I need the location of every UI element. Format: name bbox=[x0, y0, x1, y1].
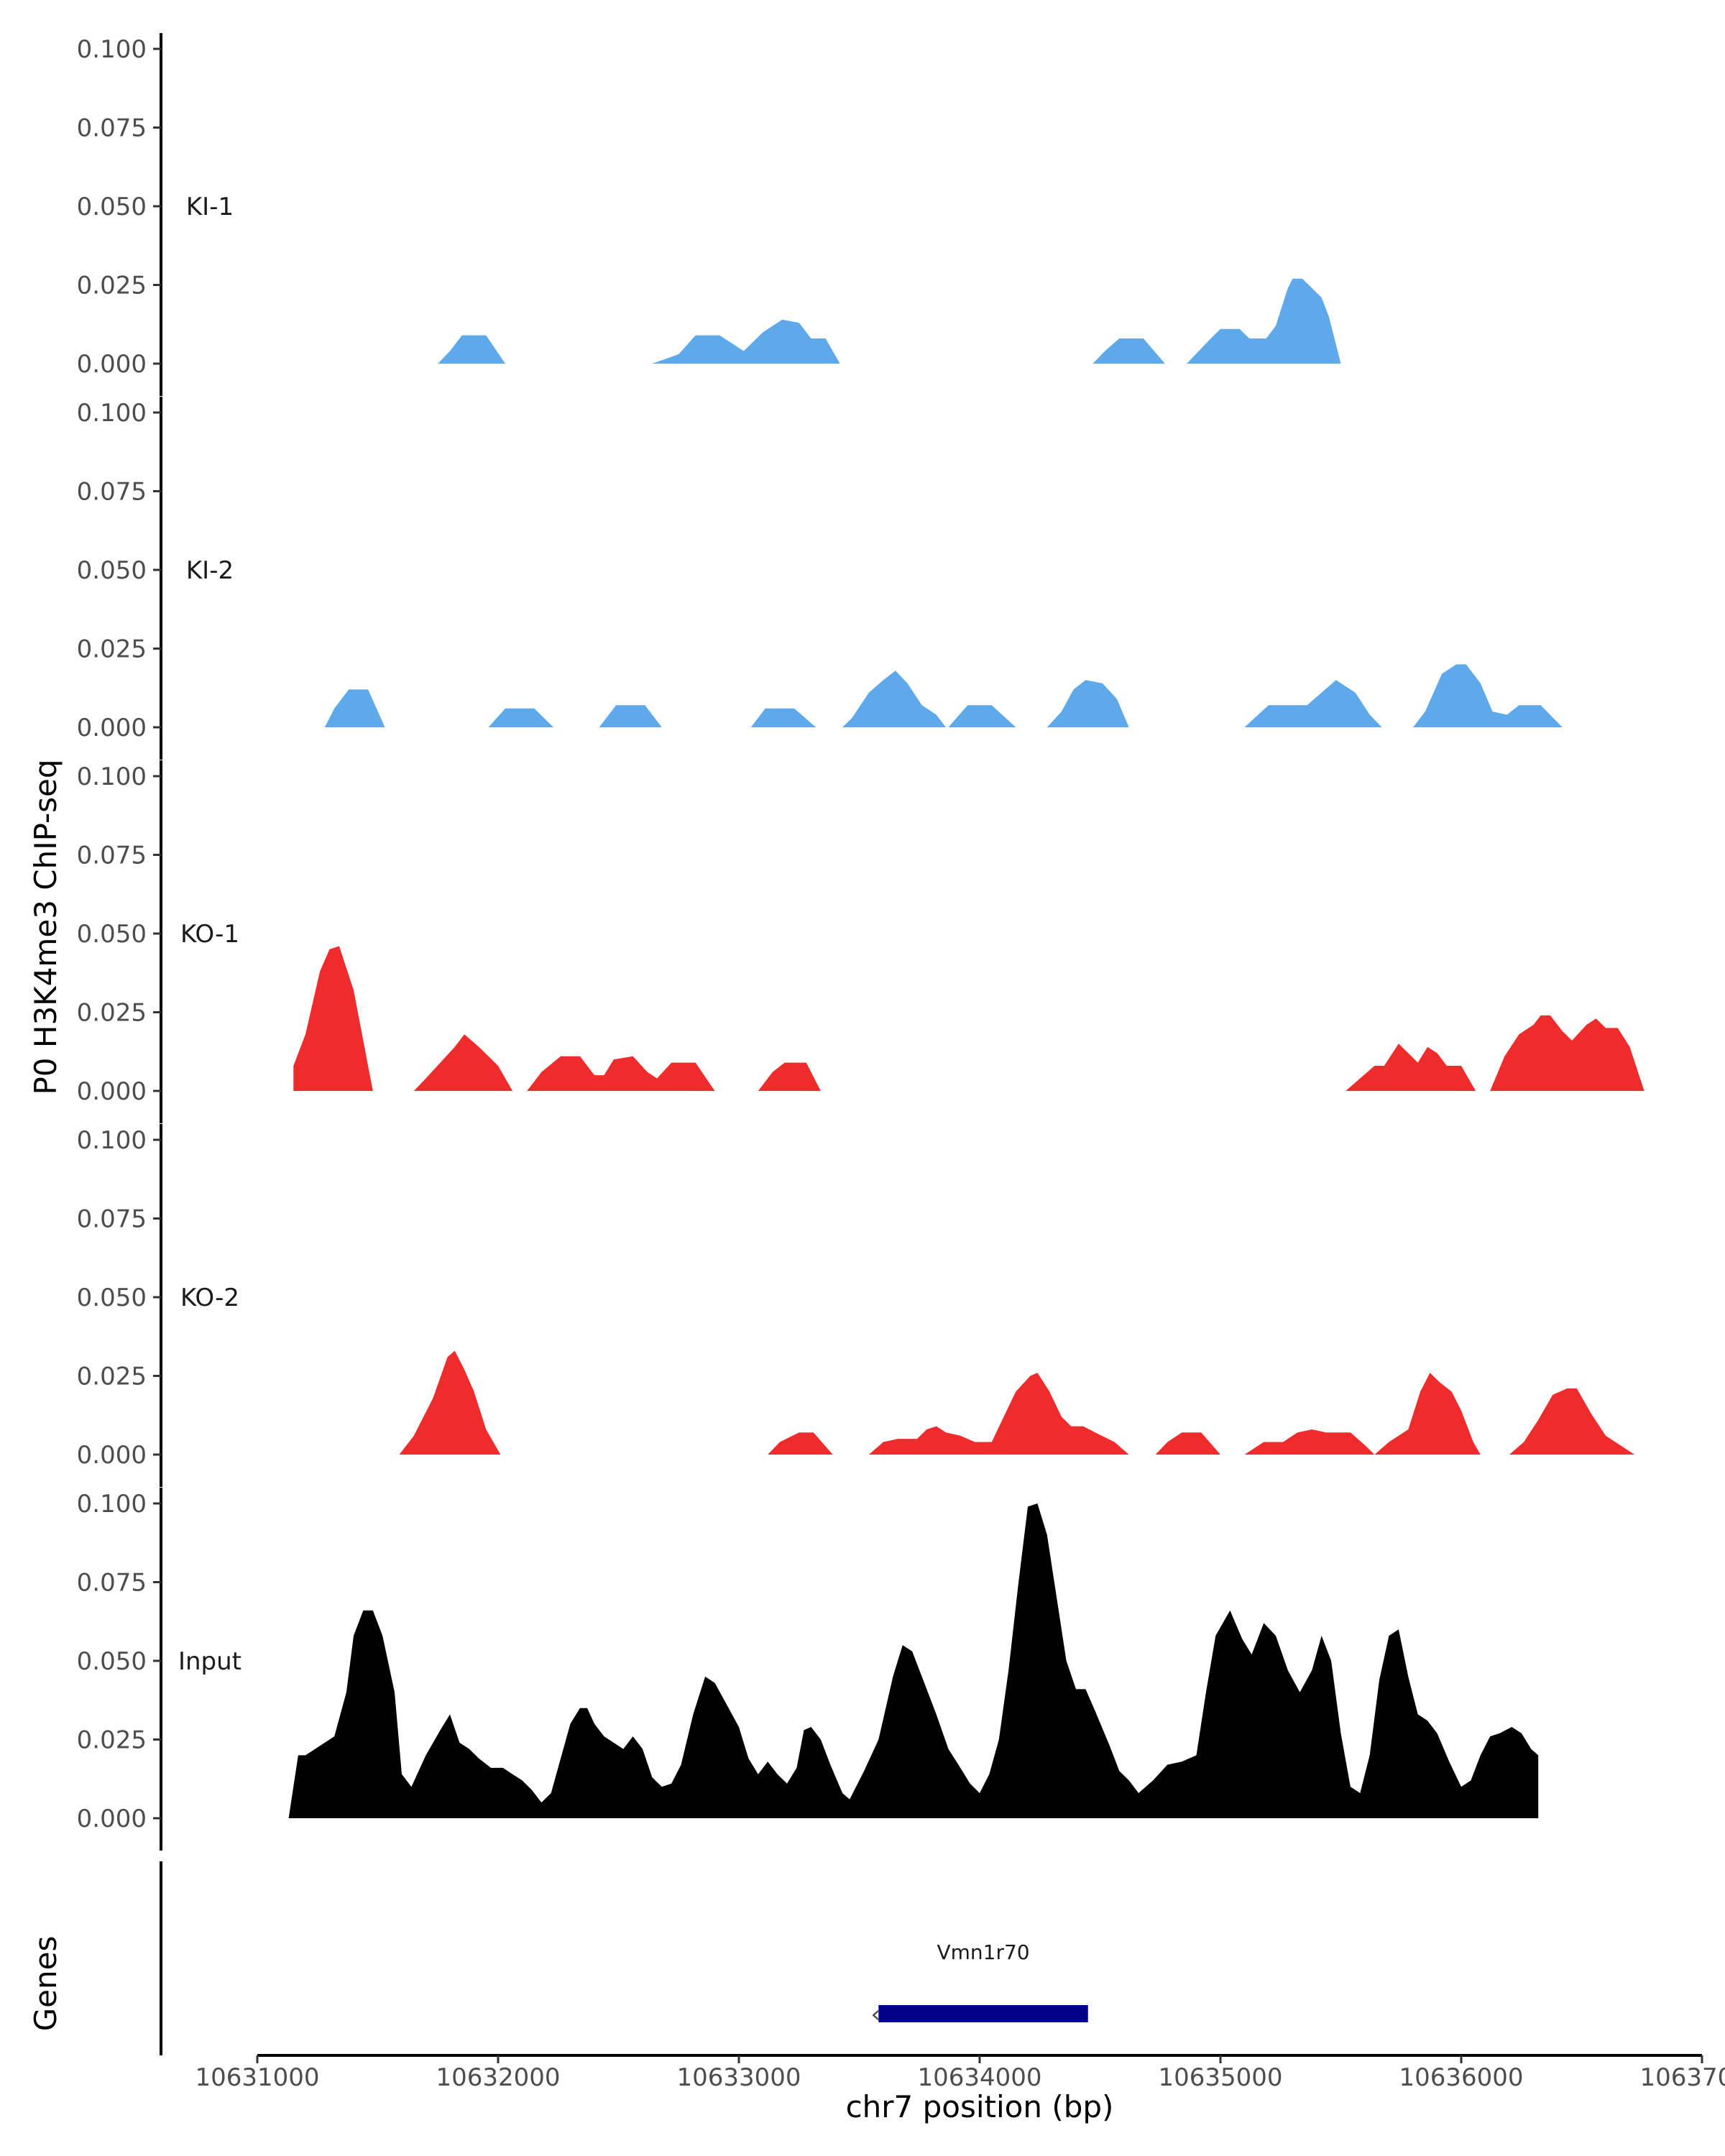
x-tick-label: 10634000 bbox=[917, 2063, 1041, 2092]
signal-area-ko-2 bbox=[768, 1432, 833, 1455]
signal-area-ki-2 bbox=[1244, 680, 1382, 727]
y-tick-label-ki-2: 0.025 bbox=[77, 635, 147, 664]
signal-area-ko-2 bbox=[1155, 1432, 1220, 1455]
signal-area-ki-1 bbox=[652, 319, 840, 364]
y-tick-label-ko-2: 0.000 bbox=[77, 1441, 147, 1470]
y-tick-label-ko-1: 0.100 bbox=[77, 763, 147, 791]
signal-area-ki-2 bbox=[1046, 680, 1129, 727]
signal-area-ko-2 bbox=[1509, 1388, 1635, 1455]
gene-label: Vmn1r70 bbox=[937, 1940, 1029, 1964]
y-tick-label-ki-1: 0.075 bbox=[77, 114, 147, 143]
y-axis-title-group: P0 H3K4me3 ChIP-seq bbox=[28, 759, 63, 1095]
y-tick-label-ki-2: 0.075 bbox=[77, 478, 147, 507]
signal-area-input bbox=[288, 1503, 1539, 1818]
track-label-ki-2: KI-2 bbox=[186, 556, 234, 585]
x-tick-label: 10633000 bbox=[676, 2063, 801, 2092]
signal-area-ko-1 bbox=[293, 946, 373, 1091]
track-ko-2: 0.000 0.025 0.050 0.075 0.100 KO-2 bbox=[77, 1124, 1635, 1487]
signal-area-ko-1 bbox=[527, 1056, 715, 1091]
signal-area-ko-2 bbox=[1374, 1373, 1481, 1455]
signal-area-ko-1 bbox=[1346, 1044, 1476, 1091]
y-tick-label-ko-1: 0.000 bbox=[77, 1077, 147, 1106]
y-tick-label-input: 0.000 bbox=[77, 1805, 147, 1833]
y-tick-label-ki-2: 0.000 bbox=[77, 714, 147, 742]
y-tick-label-ko-2: 0.075 bbox=[77, 1205, 147, 1234]
gene-body bbox=[878, 2005, 1088, 2022]
x-tick-label: 10632000 bbox=[436, 2063, 560, 2092]
track-label-ki-1: KI-1 bbox=[186, 193, 234, 221]
x-tick-label: 10635000 bbox=[1158, 2063, 1282, 2092]
signal-area-ko-2 bbox=[868, 1373, 1129, 1455]
y-tick-label-ko-1: 0.075 bbox=[77, 842, 147, 870]
signal-area-ki-2 bbox=[842, 671, 947, 727]
x-axis-ticks: 10631000 10632000 10633000 10634000 10635000… bbox=[195, 2055, 1725, 2092]
track-input: 0.000 0.025 0.050 0.075 0.100 Input bbox=[77, 1488, 1539, 1851]
y-tick-label-ko-2: 0.025 bbox=[77, 1363, 147, 1391]
signal-area-ko-2 bbox=[399, 1350, 501, 1455]
signal-area-ki-1 bbox=[438, 335, 505, 364]
y-tick-label-ki-1: 0.000 bbox=[77, 350, 147, 379]
signal-area-ko-1 bbox=[1490, 1015, 1644, 1091]
y-tick-label-input: 0.075 bbox=[77, 1569, 147, 1598]
y-tick-label-ko-1: 0.050 bbox=[77, 920, 147, 949]
genes-axis-title: Genes bbox=[28, 1936, 63, 2032]
track-label-ko-2: KO-2 bbox=[180, 1284, 239, 1312]
signal-area-ki-2 bbox=[324, 689, 385, 727]
x-axis: 10631000 10632000 10633000 10634000 10635000… bbox=[195, 2054, 1725, 2124]
x-tick-label: 10636000 bbox=[1399, 2063, 1523, 2092]
y-tick-label-ki-1: 0.025 bbox=[77, 272, 147, 300]
y-tick-label-ki-2: 0.050 bbox=[77, 556, 147, 585]
signal-area-ki-2 bbox=[948, 705, 1016, 727]
y-tick-label-ki-2: 0.100 bbox=[77, 399, 147, 428]
strand-arrow-icon: ‹ bbox=[870, 2000, 880, 2029]
x-axis-title: chr7 position (bp) bbox=[846, 2089, 1114, 2124]
y-tick-label-ki-1: 0.050 bbox=[77, 193, 147, 221]
track-label-ko-1: KO-1 bbox=[180, 920, 239, 949]
signal-area-ko-1 bbox=[758, 1062, 821, 1091]
track-ki-2: 0.000 0.025 0.050 0.075 0.100 KI-2 bbox=[77, 397, 1563, 760]
signal-area-ki-2 bbox=[488, 708, 553, 727]
signal-area-ki-2 bbox=[750, 708, 816, 727]
signal-area-ko-1 bbox=[413, 1034, 513, 1091]
y-tick-label-ko-1: 0.025 bbox=[77, 999, 147, 1028]
y-tick-label-ki-1: 0.100 bbox=[77, 35, 147, 64]
signal-area-ki-2 bbox=[1413, 664, 1563, 727]
signal-area-ki-1 bbox=[1187, 278, 1341, 364]
x-tick-label: 10637000 bbox=[1639, 2063, 1725, 2092]
signal-tracks: 0.0000.0250.0500.0750.100KI-10.0000.0250… bbox=[77, 33, 1644, 1851]
track-ko-1: 0.000 0.025 0.050 0.075 0.100 KO-1 bbox=[77, 760, 1644, 1123]
track-label-input: Input bbox=[178, 1647, 242, 1676]
y-tick-label-input: 0.050 bbox=[77, 1647, 147, 1676]
signal-area-ki-2 bbox=[599, 705, 662, 727]
signal-area-ko-2 bbox=[1244, 1429, 1375, 1455]
y-axis-title: P0 H3K4me3 ChIP-seq bbox=[28, 759, 63, 1095]
track-ki-1: 0.000 0.025 0.050 0.075 0.100 KI-1 bbox=[77, 33, 1341, 396]
x-tick-label: 10631000 bbox=[195, 2063, 319, 2092]
y-tick-label-ko-2: 0.050 bbox=[77, 1284, 147, 1312]
signal-area-ki-1 bbox=[1092, 338, 1165, 364]
y-tick-label-ko-2: 0.100 bbox=[77, 1126, 147, 1155]
y-tick-label-input: 0.025 bbox=[77, 1726, 147, 1755]
gene-panel: Genes Vmn1r70 ‹ bbox=[28, 1861, 1088, 2055]
y-tick-label-input: 0.100 bbox=[77, 1490, 147, 1519]
